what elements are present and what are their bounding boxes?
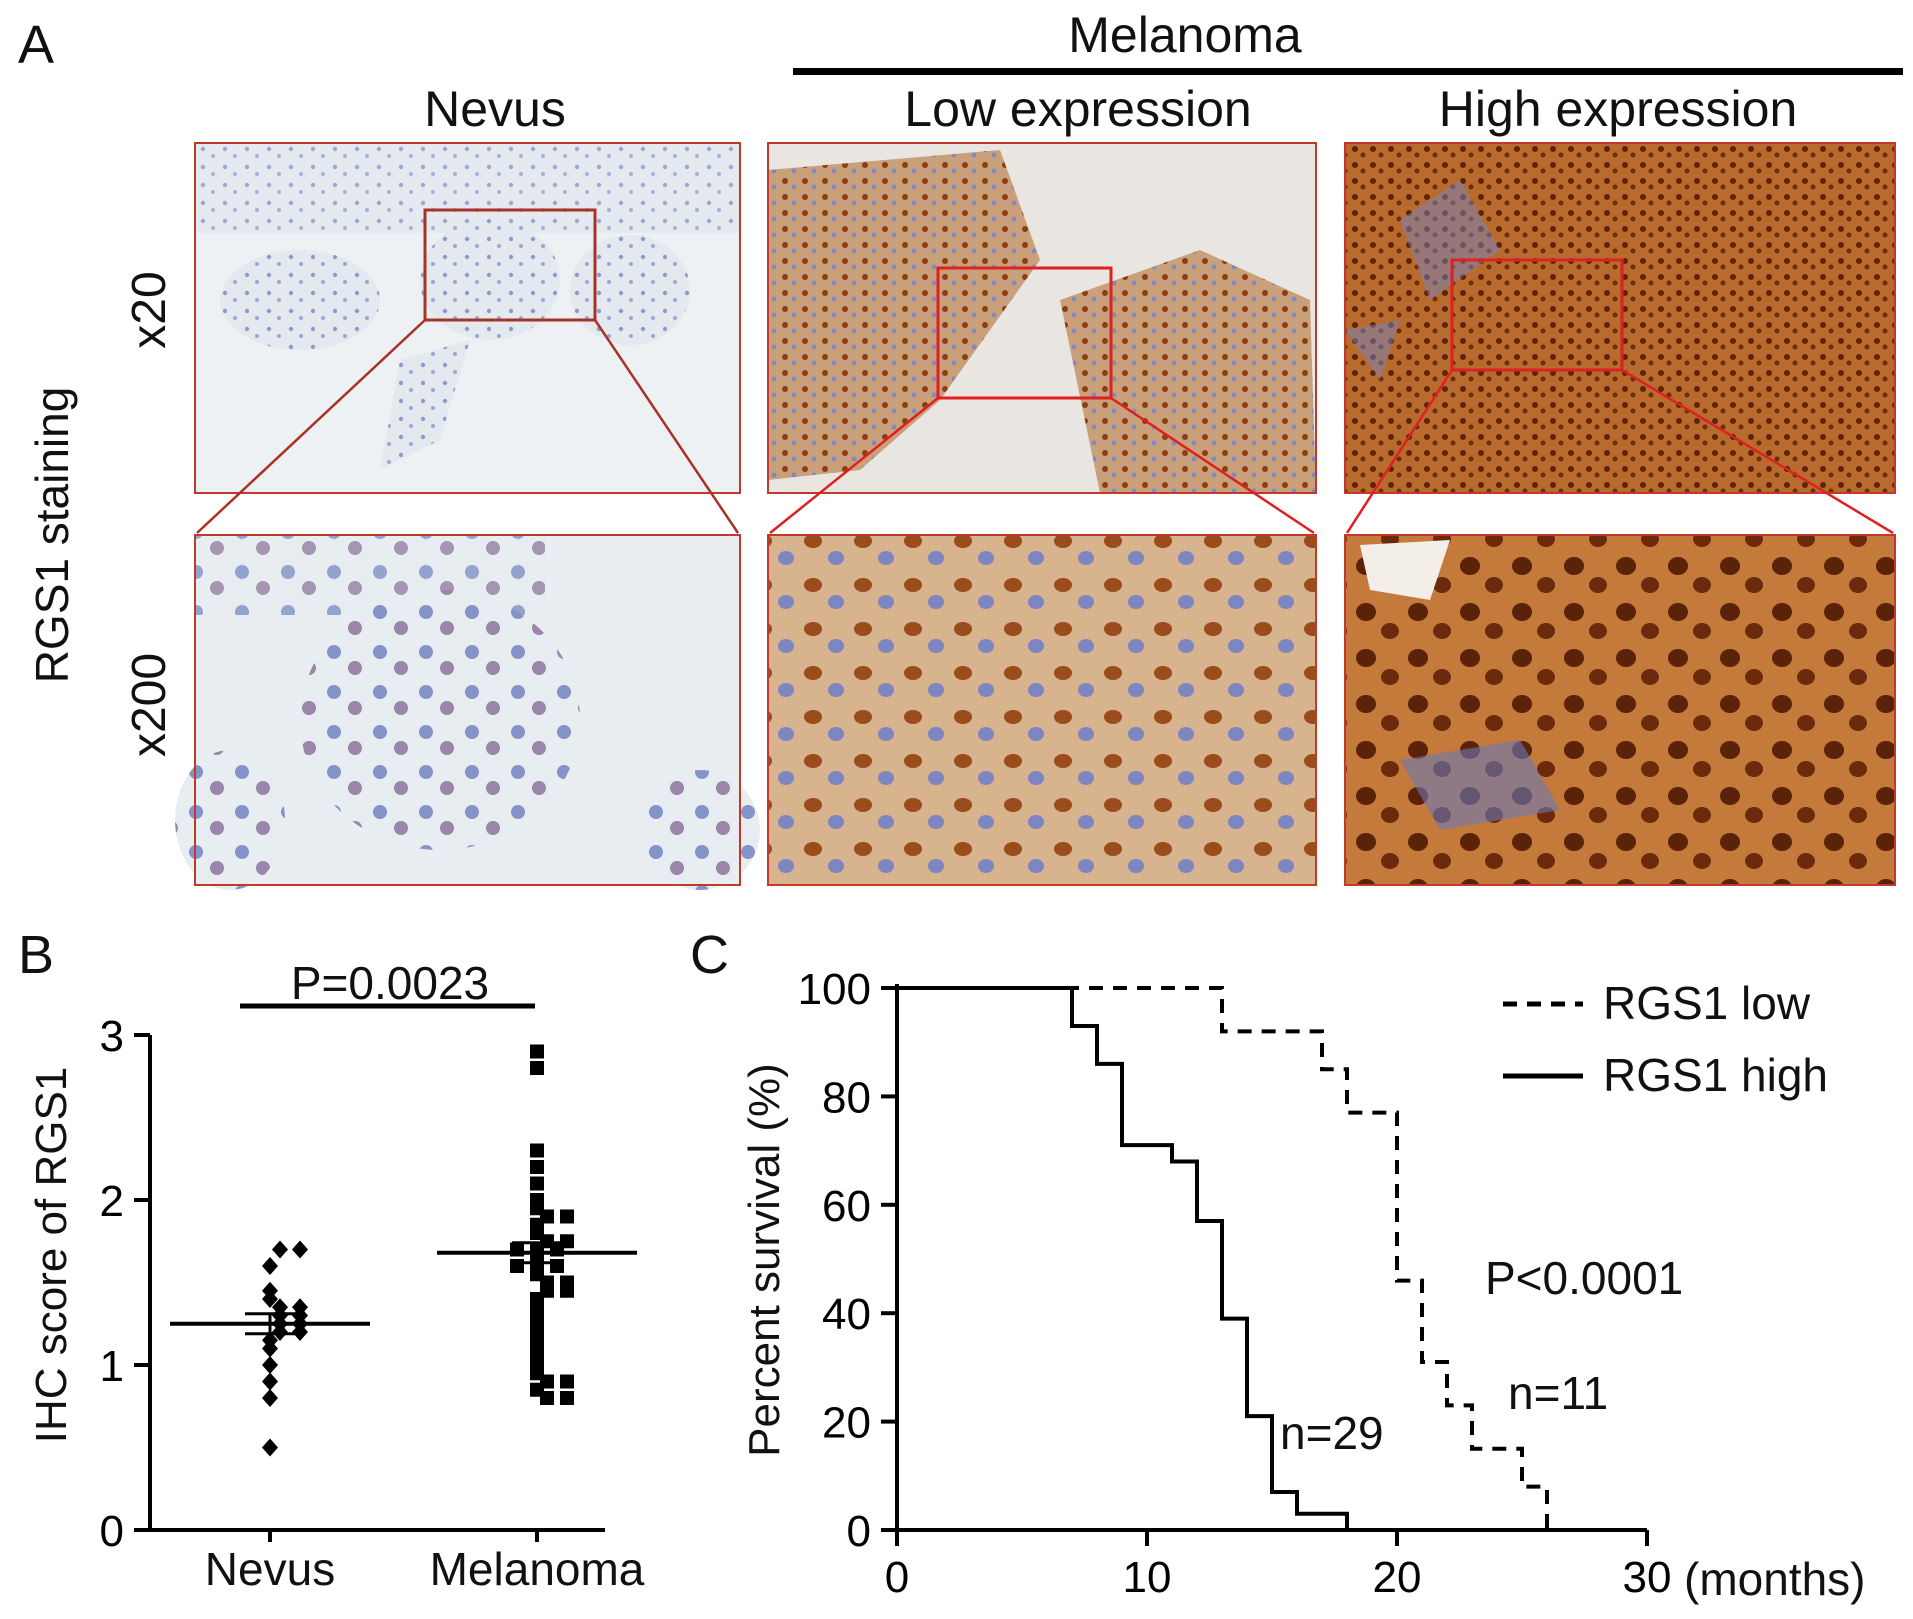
panel-b-letter: B (18, 925, 55, 985)
x-tick-label: 20 (1373, 1553, 1422, 1602)
melanoma-data-point (530, 1193, 544, 1207)
melanoma-data-point (540, 1391, 554, 1405)
column-title-high-expression: High expression (1438, 81, 1798, 137)
y-tick-label: 40 (822, 1290, 871, 1339)
nevus-data-point (262, 1389, 278, 1407)
panel-b-x-label-nevus: Nevus (204, 1543, 336, 1595)
rgs1-low-survival-curve (897, 986, 1549, 1530)
panel-c-p-value: P<0.0001 (1485, 1252, 1684, 1304)
nevus-data-point (272, 1240, 288, 1259)
high-expression-x20-image (1344, 142, 1896, 494)
x-tick-label: 0 (885, 1553, 909, 1602)
panel-c-letter: C (690, 925, 729, 985)
y-tick-label: 20 (822, 1399, 871, 1448)
melanoma-data-point (560, 1391, 574, 1405)
nevus-x200-image (175, 534, 760, 890)
melanoma-data-point (560, 1209, 574, 1224)
y-tick-label: 80 (822, 1073, 871, 1122)
x-tick-label: 10 (1123, 1553, 1172, 1602)
low-expression-x20-image (767, 142, 1317, 494)
low-expression-x200-image (767, 534, 1317, 886)
panel-b-x-label-melanoma: Melanoma (429, 1543, 645, 1595)
melanoma-group-label: Melanoma (1068, 7, 1302, 63)
y-tick-label: 60 (822, 1182, 871, 1231)
melanoma-data-point (560, 1374, 574, 1389)
nevus-data-point (262, 1356, 278, 1374)
panel-b-p-value: P=0.0023 (290, 957, 490, 1009)
nevus-x20-image (194, 142, 741, 494)
melanoma-data-point (530, 1349, 544, 1364)
panel-a-letter: A (18, 15, 55, 75)
y-tick-label: 0 (847, 1507, 871, 1556)
high-expression-x200-image (1344, 534, 1896, 886)
y-tick-label: 1 (100, 1342, 124, 1391)
nevus-data-point (272, 1323, 288, 1341)
n-high-label: n=29 (1280, 1407, 1384, 1459)
y-tick-label: 0 (100, 1507, 124, 1556)
zoom-connector-lines (196, 319, 1894, 535)
melanoma-data-point (530, 1160, 544, 1174)
y-tick-label: 3 (100, 1012, 124, 1061)
melanoma-data-point (530, 1061, 544, 1075)
column-title-low-expression: Low expression (904, 81, 1252, 137)
melanoma-data-point (530, 1176, 544, 1191)
y-tick-label: 100 (798, 965, 871, 1014)
nevus-data-point (262, 1257, 278, 1275)
melanoma-bracket-line (793, 68, 1903, 75)
x-tick-label: 30 (1623, 1553, 1672, 1602)
melanoma-data-point (530, 1217, 544, 1232)
column-title-nevus: Nevus (424, 81, 566, 137)
melanoma-data-point (530, 1143, 544, 1158)
melanoma-data-point (530, 1333, 544, 1348)
nevus-data-point (292, 1240, 308, 1259)
melanoma-data-point (560, 1283, 574, 1298)
nevus-data-point (262, 1290, 278, 1308)
nevus-data-point (292, 1323, 308, 1341)
rgs1-high-survival-curve (897, 986, 1349, 1530)
legend-label-rgs1-high: RGS1 high (1603, 1049, 1829, 1101)
y-tick-label: 2 (100, 1177, 124, 1226)
n-low-label: n=11 (1508, 1367, 1609, 1419)
legend-label-rgs1-low: RGS1 low (1603, 977, 1811, 1029)
nevus-data-point (262, 1372, 278, 1391)
melanoma-data-point (530, 1044, 544, 1059)
melanoma-data-point (530, 1267, 544, 1282)
nevus-data-point (262, 1339, 278, 1358)
x-axis-unit: (months) (1684, 1553, 1866, 1605)
nevus-data-point (262, 1438, 278, 1457)
